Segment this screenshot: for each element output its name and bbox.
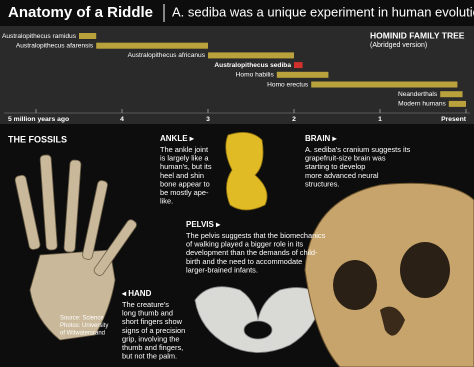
bar-label: Modern humans [398, 101, 446, 108]
range-bar [294, 62, 303, 69]
section-text: short fingers show [122, 317, 183, 326]
x-tick-label: 1 [378, 116, 382, 123]
section-text: long thumb and [122, 309, 173, 318]
bar-label: Australopithecus ramidus [2, 33, 77, 40]
section-text: grip, involving the [122, 334, 180, 343]
bar-label: Australopithecus afarensis [16, 42, 94, 49]
section-title: PELVIS ▸ [186, 220, 221, 229]
section-text: structures. [305, 179, 340, 188]
subtitle: A. sediba was a unique experiment in hum… [172, 4, 474, 19]
section-text: The pelvis suggests that the biomechanic… [186, 231, 326, 240]
range-bar [448, 100, 466, 107]
title: Anatomy of a Riddle [8, 4, 153, 21]
source-note: Photos: University [60, 323, 108, 329]
range-bar [208, 52, 294, 59]
section-text: human's, but its [160, 162, 212, 171]
bar-label: Neanderthals [398, 91, 438, 98]
x-tick-label: 2 [292, 116, 296, 123]
bar-label: Australopithecus sediba [214, 62, 291, 69]
section-title: ANKLE ▸ [160, 134, 195, 143]
source-note: of Witwatersrand [60, 331, 105, 337]
hand-image [14, 154, 137, 341]
bar-label: Homo habilis [236, 72, 275, 79]
source-note: Source: Science [60, 316, 104, 322]
section-text: bone appear to [160, 179, 210, 188]
range-bar [311, 81, 458, 88]
section-text: starting to develop [305, 162, 365, 171]
skull-image [304, 182, 474, 367]
section-text: The ankle joint [160, 145, 208, 154]
section-text: heel and shin [160, 171, 204, 180]
bar-label: Australopithecus africanus [128, 52, 206, 59]
section-title: ◂ HAND [121, 289, 152, 298]
section-text: signs of a precision [122, 326, 185, 335]
section-text: be mostly ape- [160, 188, 209, 197]
x-tick-label: 4 [120, 116, 124, 123]
chart-subtitle: (Abridged version) [370, 42, 427, 49]
section-text: but not the palm. [122, 352, 177, 361]
x-tick-label: Present [441, 116, 467, 123]
section-text: grapefruit-size brain was [305, 154, 386, 163]
range-bar [96, 42, 208, 49]
timeline-panel [0, 26, 474, 124]
section-text: of walking played a bigger role in its [186, 240, 303, 249]
section-text: development than the demands of child- [186, 248, 318, 257]
section-text: thumb and fingers, [122, 343, 183, 352]
x-tick-label: 5 million years ago [8, 116, 69, 123]
ankle-image [225, 132, 268, 211]
chart-title: HOMINID FAMILY TREE [370, 30, 465, 40]
range-bar [79, 33, 97, 39]
section-text: like. [160, 197, 173, 206]
section-text: birth and the need to accommodate [186, 257, 302, 266]
range-bar [276, 71, 329, 78]
section-title: BRAIN ▸ [305, 134, 338, 143]
range-bar [440, 91, 463, 98]
section-text: A. sediba's cranium suggests its [305, 145, 411, 154]
section-text: more advanced neural [305, 171, 379, 180]
section-text: is largely like a [160, 154, 209, 163]
section-text: larger-brained infants. [186, 265, 258, 274]
section-text: The creature's [122, 300, 169, 309]
x-tick-label: 3 [206, 116, 210, 123]
bar-label: Homo erectus [267, 81, 309, 88]
section-title: THE FOSSILS [8, 134, 67, 144]
